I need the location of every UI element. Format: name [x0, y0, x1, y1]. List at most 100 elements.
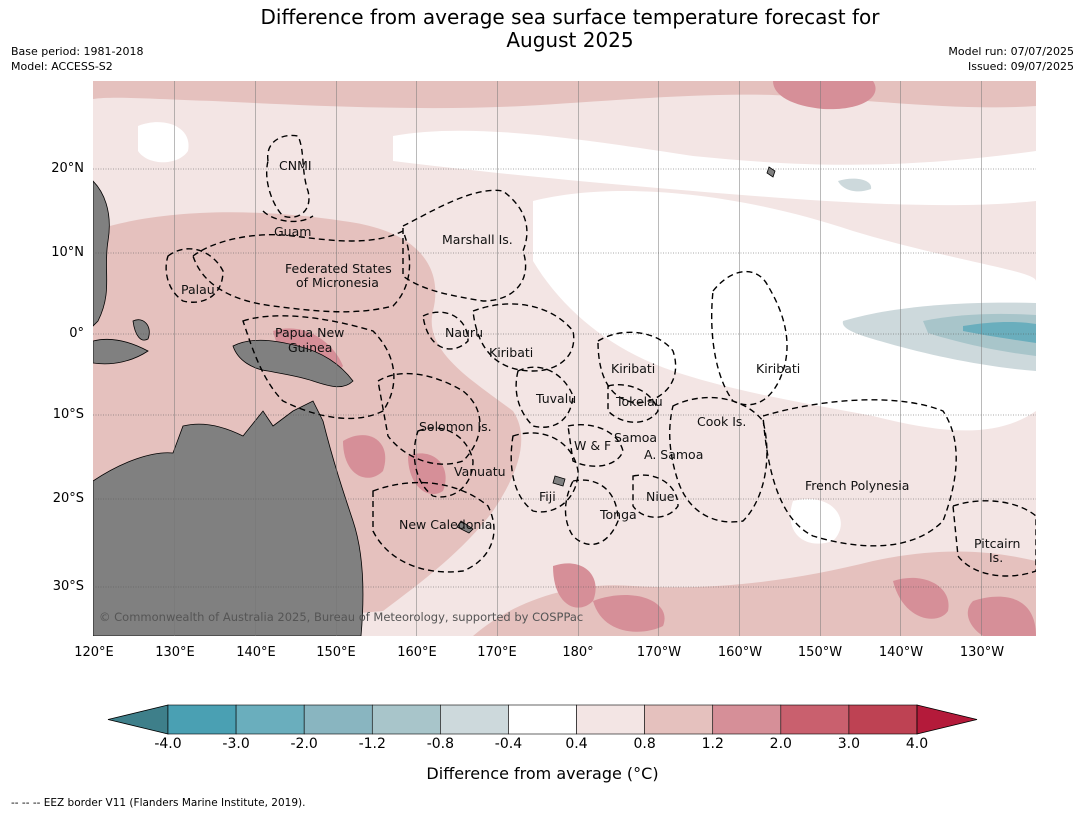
colorbar-bin — [508, 704, 577, 735]
y-tick-label: 10°N — [51, 245, 84, 260]
anomaly-strong-south4 — [967, 596, 1036, 636]
label-solomon: Solomon Is. — [419, 419, 492, 434]
eez-marshall — [402, 189, 528, 302]
title-line-1: Difference from average sea surface temp… — [260, 5, 880, 29]
land-fiji — [552, 475, 566, 487]
x-tick-label: 170°W — [636, 645, 682, 660]
colorbar-tick-label: 4.0 — [905, 736, 929, 752]
land-philippines — [93, 180, 110, 327]
colorbar-title: Difference from average (°C) — [426, 764, 659, 783]
label-vanuatu: Vanuatu — [454, 464, 506, 479]
label-tonga: Tonga — [599, 507, 637, 522]
eez-kiribati-line — [711, 270, 788, 406]
eez-palau — [165, 248, 224, 303]
colorbar-tick-label: -0.4 — [494, 736, 523, 752]
eez-frpoly — [762, 399, 957, 547]
colorbar-tick-label: 2.0 — [769, 736, 792, 752]
eez-cnmi — [266, 134, 310, 218]
label-kiribati-c: Kiribati — [611, 361, 655, 376]
x-tick-label: 160°E — [397, 645, 437, 660]
eez-tokelau — [607, 384, 659, 423]
anomaly-strong-north — [773, 81, 876, 110]
label-pitcairn-1: Pitcairn — [974, 536, 1020, 551]
label-pitcairn-2: Is. — [989, 550, 1003, 565]
colorbar-tick-label: -0.8 — [426, 736, 455, 752]
colorbar-bin — [780, 704, 850, 735]
label-png-2: Guinea — [288, 340, 332, 355]
label-cnmi: CNMI — [279, 158, 312, 173]
title-line-2: August 2025 — [506, 28, 634, 52]
eez-kiribati-gilbert — [472, 303, 575, 372]
eez-wf-samoa — [567, 424, 624, 467]
label-samoa: Samoa — [614, 430, 657, 445]
colorbar-bin — [848, 704, 918, 735]
model-run: Model run: 07/07/2025 — [948, 45, 1074, 58]
x-tick-label: 150°W — [797, 645, 843, 660]
label-cook: Cook Is. — [697, 414, 746, 429]
colorbar-bin — [440, 704, 509, 735]
eez-tonga — [564, 479, 619, 546]
map-title: Difference from average sea surface temp… — [0, 6, 1085, 52]
eez-pitcairn — [952, 500, 1036, 577]
label-guam: Guam — [274, 224, 311, 239]
sst-anomaly-map[interactable]: CNMI Guam Marshall Is. Federated States … — [93, 81, 1036, 636]
place-labels: CNMI Guam Marshall Is. Federated States … — [181, 158, 1020, 565]
anomaly-near-zero-patch — [138, 122, 189, 163]
colorbar-bin — [644, 704, 714, 735]
x-tick-label: 180° — [562, 645, 594, 660]
label-tokelau: Tokelau — [615, 394, 663, 409]
land-new-caledonia — [456, 520, 474, 534]
colorbar-extend-low — [107, 704, 169, 735]
map-credit: © Commonwealth of Australia 2025, Bureau… — [99, 610, 583, 624]
anomaly-cool-small — [838, 178, 872, 192]
x-tick-label: 120°E — [74, 645, 114, 660]
eez-vanuatu — [413, 427, 474, 498]
colorbar-tick-label: 0.8 — [633, 736, 656, 752]
colorbar-bin — [303, 704, 373, 735]
anomaly-near-zero-s2 — [790, 499, 841, 544]
x-tick-label: 140°W — [878, 645, 924, 660]
colorbar — [107, 704, 978, 735]
colorbar-tick-label: 0.4 — [565, 736, 588, 752]
eez-solomon — [377, 373, 481, 465]
eez-guam — [262, 210, 314, 223]
label-fiji: Fiji — [539, 489, 556, 504]
label-tuvalu: Tuvalu — [535, 391, 576, 406]
y-tick-label: 30°S — [52, 579, 84, 594]
colorbar-tick-label: -1.2 — [358, 736, 386, 752]
base-period: Base period: 1981-2018 — [11, 45, 144, 58]
anomaly-strong-coral — [343, 435, 386, 478]
colorbar-tick-label: -3.0 — [222, 736, 250, 752]
graticule-lat — [93, 168, 1036, 588]
label-marshall: Marshall Is. — [442, 232, 513, 247]
eez-tuvalu — [515, 366, 574, 428]
colorbar-bin — [167, 704, 237, 735]
label-nauru: Nauru — [445, 325, 483, 340]
eez-newcal — [372, 481, 495, 573]
x-tick-label: 170°E — [477, 645, 517, 660]
label-fsm-1: Federated States — [285, 261, 392, 276]
colorbar-bin — [235, 704, 305, 735]
x-tick-label: 140°E — [236, 645, 276, 660]
land-sulawesi — [132, 319, 150, 341]
anomaly-strong-south3 — [893, 577, 949, 619]
model-name: Model: ACCESS-S2 — [11, 60, 113, 73]
y-tick-label: 20°S — [52, 491, 84, 506]
y-tick-label: 10°S — [52, 407, 84, 422]
eez-fsm — [192, 230, 411, 313]
colorbar-tick-label: 1.2 — [701, 736, 724, 752]
eez-cook — [669, 396, 768, 523]
anomaly-strong-south2 — [593, 595, 665, 632]
y-tick-label: 20°N — [51, 161, 84, 176]
colorbar-bin — [371, 704, 441, 735]
eez-legend-note: -- -- -- EEZ border V11 (Flanders Marine… — [11, 797, 306, 809]
land-australia — [93, 400, 364, 636]
colorbar-extend-high — [916, 704, 978, 735]
x-tick-label: 130°E — [155, 645, 195, 660]
x-tick-label: 160°W — [717, 645, 763, 660]
eez-niue — [632, 474, 679, 518]
label-niue: Niue — [646, 489, 675, 504]
eez-png — [242, 315, 395, 420]
label-png-1: Papua New — [275, 325, 344, 340]
label-kiribati-w: Kiribati — [489, 345, 533, 360]
